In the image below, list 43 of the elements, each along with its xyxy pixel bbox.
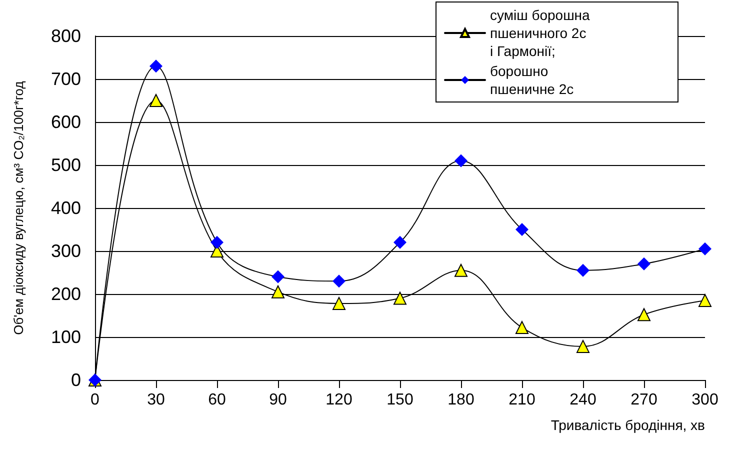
- point: [394, 292, 406, 305]
- x-tick-label: 30: [147, 392, 165, 408]
- point: [454, 154, 468, 168]
- point: [272, 270, 284, 284]
- point: [698, 242, 712, 256]
- point: [638, 308, 650, 322]
- x-axis-title: Тривалість бродіння, хв: [550, 417, 705, 433]
- x-tick-label: 90: [269, 392, 287, 408]
- point: [272, 285, 284, 298]
- x-tick-label: 270: [630, 392, 658, 408]
- point: [394, 236, 406, 249]
- x-tick-label: 150: [386, 392, 414, 408]
- point: [576, 264, 590, 277]
- point: [150, 60, 162, 73]
- point: [454, 264, 468, 277]
- point: [332, 274, 346, 288]
- point: [516, 321, 528, 334]
- point: [332, 296, 346, 310]
- point: [210, 236, 224, 249]
- point: [576, 340, 590, 353]
- y-tick-label: 100: [50, 327, 81, 347]
- y-axis-title: Об'ем діоксиду вуглецю, см³ CO₂/100г*год: [11, 80, 26, 335]
- y-tick-label: 200: [50, 284, 81, 304]
- point: [698, 294, 712, 307]
- x-tick-label: 180: [448, 392, 474, 408]
- x-tick-label: 120: [326, 392, 352, 408]
- x-tick-label: 240: [570, 392, 596, 408]
- y-tick-label: 500: [50, 155, 81, 175]
- legend-label: борошно пшеничне 2с: [490, 63, 574, 97]
- y-tick-label: 0: [70, 370, 81, 390]
- y-tick-label: 800: [50, 26, 81, 46]
- legend-label: суміш борошна пшеничного 2с і Гармонії;: [490, 7, 594, 59]
- point: [516, 223, 528, 236]
- y-tick-label: 700: [50, 69, 81, 89]
- x-tick-label: 0: [90, 392, 100, 408]
- y-tick-label: 400: [50, 198, 81, 218]
- point: [638, 257, 650, 270]
- y-tick-label: 600: [50, 112, 81, 132]
- point: [150, 94, 162, 107]
- y-tick-label: 300: [50, 241, 81, 261]
- x-tick-label: 300: [692, 392, 718, 408]
- x-tick-label: 60: [208, 392, 226, 408]
- x-tick-label: 210: [508, 392, 536, 408]
